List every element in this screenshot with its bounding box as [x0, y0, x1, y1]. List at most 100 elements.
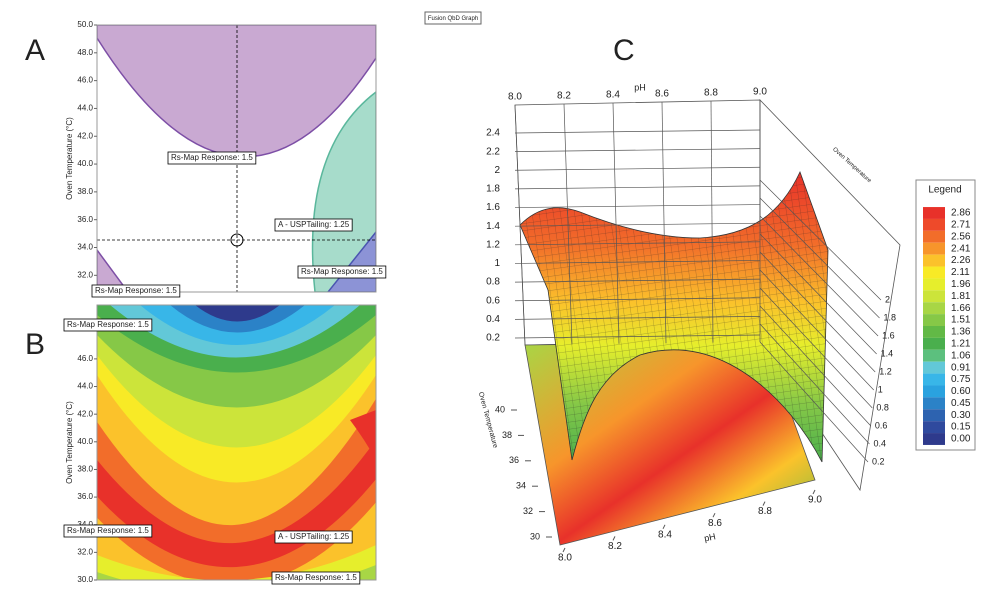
grid-line: [612, 102, 620, 344]
legend-label: 0.00: [951, 434, 971, 445]
z-tick-label: 2.2: [486, 146, 500, 157]
x-tick-label: 8.8: [704, 88, 718, 99]
z-tick-label: 1.6: [486, 202, 500, 213]
z-tick-label: 0.6: [875, 420, 888, 430]
legend-swatch: [923, 421, 945, 434]
x-tick-label: 8.4: [658, 529, 672, 540]
x-tick: [712, 512, 716, 518]
legend-swatch: [923, 218, 945, 231]
x-tick-label: 9.0: [808, 495, 822, 506]
z-tick-label: 1.8: [486, 184, 500, 195]
y-tick-label: 34: [516, 481, 526, 491]
y-tick-label: 40: [495, 404, 505, 414]
grid-3d: [514, 100, 882, 463]
legend-swatch: [923, 373, 945, 386]
z-tick-label: 1: [494, 258, 500, 269]
y-tick-label: 44.0: [77, 382, 93, 391]
x-tick-label: 8.8: [758, 506, 772, 517]
legend-label: 0.30: [951, 410, 971, 421]
x-tick-label: 8.2: [557, 91, 571, 102]
annotation-box: [274, 530, 353, 544]
annotation-box: [63, 524, 153, 538]
grid-line: [514, 148, 761, 152]
legend-swatch: [923, 266, 945, 279]
legend-swatch: [923, 254, 945, 267]
z-tick-label: 0.4: [873, 438, 886, 448]
y-tick-label: 36: [509, 455, 519, 465]
annotation-box: [167, 151, 257, 165]
annotation: Rs-Map Response: 1.5: [171, 153, 253, 162]
y-tick-label: 36.0: [77, 492, 93, 501]
grid-line: [759, 269, 875, 391]
grid-line: [661, 101, 667, 344]
legend-label: 0.60: [951, 386, 971, 397]
z-tick-label: 0.6: [486, 295, 500, 306]
grid-line: [759, 323, 870, 445]
region: [97, 248, 129, 292]
grid-line: [759, 251, 876, 373]
grid-line: [759, 287, 873, 409]
legend-swatch: [923, 314, 945, 326]
annotation: A - USPTailing: 1.25: [278, 532, 350, 541]
grid-line: [514, 297, 761, 302]
y-tick-label: 30.0: [77, 575, 93, 584]
annotation: Rs-Map Response: 1.5: [275, 573, 357, 582]
title-box: [424, 11, 482, 25]
y-tick-label: 34.0: [77, 243, 93, 252]
y-tick-label: 32: [523, 506, 533, 516]
z-tick-label: 0.2: [486, 333, 500, 344]
annotation-box: [63, 318, 153, 332]
y-axis-title: Oven Temperature: [477, 391, 499, 449]
legend-label: 1.96: [951, 279, 971, 290]
panel-letter: A: [25, 34, 45, 67]
crosshair-marker: [230, 233, 244, 247]
grid-line: [710, 100, 714, 343]
grid-line: [759, 179, 882, 301]
y-tick-label: 42.0: [77, 409, 93, 418]
z-tick-label: 1.2: [879, 366, 892, 376]
x-tick-label: 8.0: [508, 92, 522, 103]
z-tick-label: 2: [494, 165, 500, 176]
z-tick-label: 1.6: [882, 330, 895, 340]
panel-b-plot: [97, 305, 376, 580]
y-tick-label: 48.0: [77, 48, 93, 57]
z-tick-label: 1.4: [881, 348, 894, 358]
annotation-box: [297, 265, 387, 279]
annotation: Rs-Map Response: 1.5: [95, 286, 177, 295]
chart-title: Fusion QbD Graph: [428, 16, 478, 22]
legend-swatch: [923, 385, 945, 398]
y-tick-label: 32.0: [77, 547, 93, 556]
x-tick-label: 8.6: [708, 518, 722, 529]
y-tick-label: 30: [530, 531, 540, 541]
y-tick-label: 46.0: [77, 354, 93, 363]
grid-line: [514, 260, 761, 264]
x-tick: [612, 536, 616, 541]
grid-line: [514, 222, 761, 227]
legend-swatch: [923, 433, 945, 445]
y-tick-label: 42.0: [77, 131, 93, 140]
y-tick-label: 38.0: [77, 187, 93, 196]
legend-swatch: [923, 230, 945, 243]
legend-swatch: [923, 207, 945, 219]
y-tick-label: 34.0: [77, 520, 93, 529]
grid-line: [759, 341, 869, 463]
legend-label: 1.21: [951, 338, 971, 349]
legend-swatch: [923, 290, 945, 303]
grid-line: [514, 166, 761, 171]
y-tick-label: 40.0: [77, 437, 93, 446]
x-tick-label: 8.2: [608, 541, 622, 552]
annotation-box: [271, 571, 361, 585]
legend-label: 1.06: [951, 350, 971, 361]
y-tick-label: 36.0: [77, 215, 93, 224]
legend-label: 1.66: [951, 303, 971, 314]
legend-swatch: [923, 278, 945, 291]
legend-label: 2.56: [951, 231, 971, 242]
legend-label: 0.75: [951, 374, 971, 385]
region: [311, 91, 376, 292]
legend-label: 2.41: [951, 243, 971, 254]
z-tick-label: 1.2: [486, 239, 500, 250]
grid-line: [759, 197, 880, 319]
legend-label: 2.71: [951, 220, 971, 231]
legend-label: 1.36: [951, 327, 971, 338]
